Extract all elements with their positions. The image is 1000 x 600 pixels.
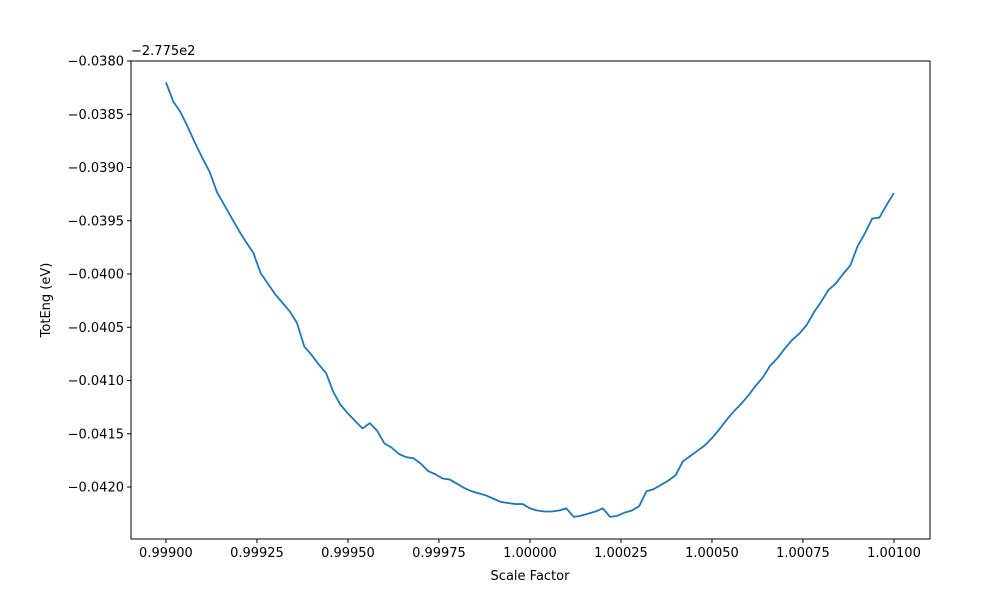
x-tick-label: 1.00100 <box>867 546 921 561</box>
y-tick-label: −0.0390 <box>68 161 124 176</box>
y-tick-label: −0.0380 <box>68 55 124 70</box>
x-tick-label: 0.99975 <box>412 546 466 561</box>
x-tick-label: 1.00075 <box>776 546 830 561</box>
y-tick-label: −0.0395 <box>68 214 124 229</box>
x-tick-label: 1.00000 <box>503 546 557 561</box>
x-tick-label: 0.99950 <box>321 546 375 561</box>
y-offset-label: −2.775e2 <box>131 44 195 59</box>
y-axis-label: TotEng (eV) <box>39 263 54 339</box>
y-tick-label: −0.0410 <box>68 374 124 389</box>
plot-frame <box>130 60 931 540</box>
x-axis-label: Scale Factor <box>491 569 571 584</box>
x-tick-label: 1.00025 <box>594 546 648 561</box>
y-tick-label: −0.0405 <box>68 321 124 336</box>
y-tick-label: −0.0385 <box>68 108 124 123</box>
data-line <box>165 81 895 518</box>
x-tick-label: 1.00050 <box>685 546 739 561</box>
y-tick-label: −0.0420 <box>68 481 124 496</box>
y-tick-label: −0.0415 <box>68 427 124 442</box>
x-tick-label: 0.99925 <box>230 546 284 561</box>
y-tick-label: −0.0400 <box>68 268 124 283</box>
x-tick-label: 0.99900 <box>139 546 193 561</box>
